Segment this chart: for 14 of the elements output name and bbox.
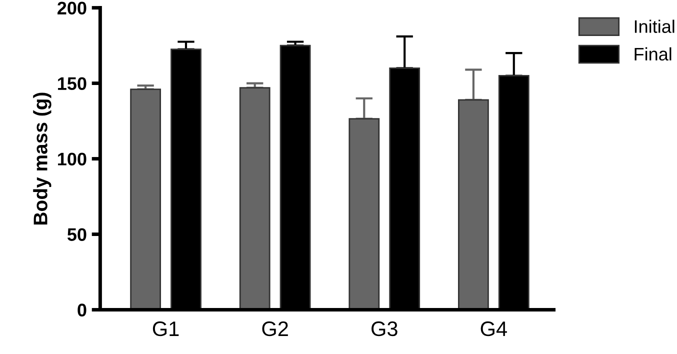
bar (130, 88, 162, 310)
y-tick-label: 0 (78, 304, 86, 316)
legend-label: Initial (634, 20, 674, 33)
x-tick-label: G2 (262, 321, 288, 336)
x-tick-label: G1 (152, 321, 179, 336)
x-tick-label: G4 (480, 321, 507, 336)
bar (239, 87, 270, 310)
y-tick-label: 200 (58, 2, 86, 15)
y-tick-label: 100 (58, 152, 86, 166)
y-tick-label: 50 (67, 228, 86, 241)
x-tick-label: G3 (372, 321, 398, 336)
y-tick-label: 150 (58, 77, 86, 90)
y-axis-title: Body mass (g) (33, 92, 52, 224)
legend-label: Final (634, 47, 672, 61)
